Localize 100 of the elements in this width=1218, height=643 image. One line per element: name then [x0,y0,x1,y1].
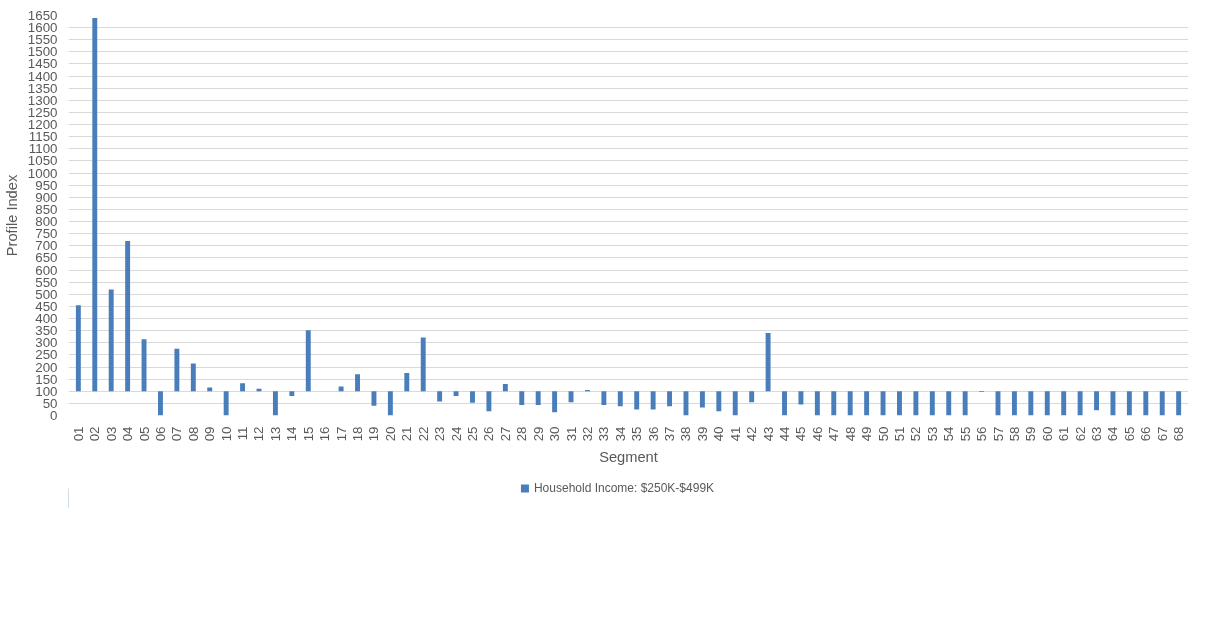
x-tick-label: 30 [547,426,563,442]
bar [519,391,525,406]
x-tick-label: 63 [1089,426,1105,442]
x-tick-label: 21 [399,426,415,442]
bar [749,391,755,403]
x-tick-label: 47 [826,426,842,442]
x-tick-label: 66 [1138,426,1154,442]
bar [535,391,541,406]
x-tick-label: 32 [579,426,595,442]
x-tick-label: 49 [859,426,875,442]
x-tick-label: 40 [711,426,727,442]
x-axis-title: Segment [599,449,658,466]
bar [913,391,919,416]
x-tick-label: 26 [481,426,497,442]
x-tick-label: 01 [70,426,86,442]
bar [946,391,952,416]
y-axis-title: Profile Index [3,174,20,257]
x-tick-label: 14 [284,425,300,442]
x-tick-label: 28 [514,426,530,442]
x-tick-label: 07 [169,426,185,442]
x-tick-label: 08 [185,426,201,442]
bar [502,383,508,392]
bar [864,391,870,416]
bar [1159,391,1165,416]
x-tick-label: 61 [1056,426,1072,442]
x-tick-label: 06 [152,426,168,442]
x-tick-label: 12 [251,426,267,442]
bar [289,391,295,397]
bar [371,391,377,406]
x-tick-label: 10 [218,426,234,442]
x-tick-label: 44 [777,425,793,442]
bar [486,391,492,412]
x-tick-label: 68 [1171,426,1187,442]
x-tick-label: 19 [366,426,382,442]
x-tick-label: 29 [530,426,546,442]
x-tick-label: 34 [612,425,628,442]
x-tick-label: 42 [744,426,760,442]
bar [272,391,278,416]
y-tick-label: 0 [50,408,58,423]
x-tick-label: 35 [629,426,645,442]
x-tick-label: 55 [957,426,973,442]
x-tick-label: 23 [432,426,448,442]
bar [1028,391,1034,416]
x-tick-label: 22 [415,426,431,442]
x-tick-label: 53 [924,426,940,442]
bar [634,391,640,410]
bar [190,363,196,392]
bar [420,337,426,392]
bar [782,391,787,416]
bar [831,391,837,416]
x-tick-label: 16 [317,426,333,442]
x-tick-label: 41 [727,426,743,442]
bar [847,391,853,416]
x-tick-label: 39 [694,426,710,442]
x-tick-label: 11 [235,426,251,441]
bar [240,383,246,392]
x-tick-label: 33 [596,426,612,442]
x-tick-label: 25 [464,426,480,442]
bar [108,289,114,392]
x-tick-label: 27 [497,426,513,442]
x-tick-label: 04 [120,425,136,442]
x-tick-label: 58 [1006,426,1022,442]
x-tick-label: 48 [842,426,858,442]
y-tick-label: 1650 [27,8,58,23]
x-tick-label: 13 [267,426,283,442]
bar [92,17,98,392]
x-tick-label: 09 [202,426,218,442]
bar [617,391,623,407]
bar [1110,391,1116,416]
bar [929,391,935,416]
legend-label: Household Income: $250K-$499K [533,481,715,495]
bar [174,348,180,392]
x-tick-label: 24 [448,425,464,442]
x-tick-label: 57 [990,426,1006,442]
bar [158,391,163,416]
bar [1143,391,1149,416]
x-tick-label: 36 [645,426,661,442]
bar [1077,391,1083,416]
x-tick-label: 03 [103,426,119,442]
bar [125,240,131,392]
bar [765,333,771,392]
x-tick-label: 20 [382,426,398,442]
bar [355,374,360,392]
x-tick-label: 45 [793,426,809,442]
bar [338,386,344,392]
x-tick-label: 67 [1154,426,1170,442]
bar [223,391,229,416]
bar [1176,391,1182,416]
x-tick-label: 65 [1121,426,1137,442]
x-tick-label: 02 [87,426,103,442]
bar [962,391,968,416]
x-tick-label: 18 [350,426,366,442]
bar [387,391,393,416]
bar [75,305,81,392]
bar [305,330,311,392]
bar [1094,391,1099,411]
bar [716,391,722,412]
bar [404,373,410,392]
bar [732,391,738,416]
x-tick-label: 54 [941,425,957,442]
